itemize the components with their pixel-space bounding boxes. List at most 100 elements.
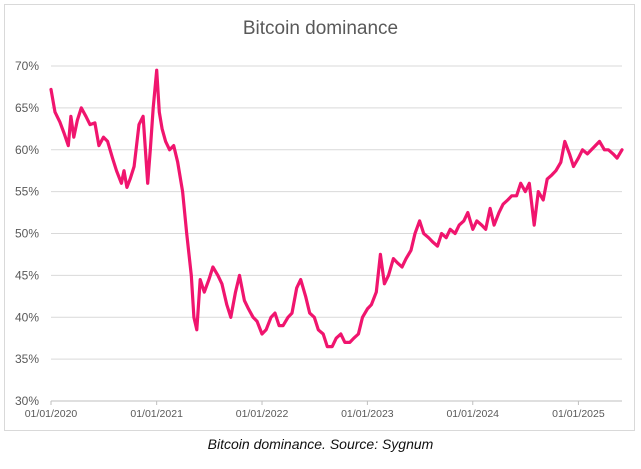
y-tick-label: 45% — [15, 268, 39, 282]
data-point — [431, 240, 434, 244]
data-point — [97, 144, 101, 147]
data-point — [229, 316, 232, 319]
data-point — [572, 165, 575, 168]
data-point — [176, 161, 179, 164]
data-point — [458, 223, 461, 227]
data-point — [299, 278, 302, 281]
data-point — [594, 144, 597, 147]
data-point — [146, 182, 149, 185]
data-point — [49, 88, 53, 91]
data-point — [141, 115, 145, 118]
y-tick-label: 55% — [15, 185, 39, 199]
data-point — [304, 295, 307, 298]
data-point — [277, 324, 281, 327]
data-point — [409, 249, 413, 252]
data-point — [58, 120, 62, 124]
data-point — [462, 219, 465, 223]
data-point — [413, 232, 417, 235]
series-layer — [49, 68, 624, 349]
x-tick-label: 01/01/2025 — [552, 408, 605, 420]
data-point — [155, 69, 158, 72]
data-point — [546, 177, 549, 181]
data-point — [207, 278, 211, 281]
data-point — [568, 152, 571, 156]
data-point — [326, 345, 329, 348]
data-point — [352, 337, 355, 340]
data-point — [519, 182, 522, 185]
data-point — [203, 290, 206, 294]
data-point — [137, 123, 141, 126]
data-point — [375, 290, 378, 294]
data-point — [168, 148, 171, 151]
data-point — [335, 337, 338, 340]
data-point — [260, 332, 264, 336]
data-point — [422, 232, 425, 235]
data-point — [152, 106, 155, 110]
data-point — [577, 156, 580, 160]
y-tick-label: 60% — [15, 143, 39, 157]
chart-title: Bitcoin dominance — [242, 18, 399, 39]
data-point — [158, 110, 161, 114]
data-point — [69, 115, 73, 118]
data-point — [238, 274, 241, 277]
y-tick-label: 40% — [15, 310, 39, 324]
data-point — [497, 211, 501, 214]
data-point — [348, 341, 351, 344]
data-point — [607, 148, 610, 151]
data-point — [281, 324, 285, 327]
data-point — [160, 127, 164, 130]
data-point — [449, 228, 452, 231]
data-point — [542, 198, 545, 202]
data-point — [427, 236, 430, 239]
data-point — [102, 136, 105, 139]
data-point — [361, 316, 364, 319]
y-tick-label: 30% — [15, 394, 39, 408]
data-point — [366, 307, 369, 311]
data-point — [128, 177, 132, 181]
data-point — [480, 223, 483, 227]
data-point — [501, 203, 505, 206]
data-point — [67, 144, 70, 147]
data-point — [88, 123, 92, 126]
data-point — [537, 190, 540, 193]
data-point — [515, 194, 518, 197]
y-tick-label: 70% — [15, 59, 39, 73]
data-point — [149, 148, 152, 151]
data-point — [357, 332, 360, 336]
data-point — [615, 156, 619, 160]
data-point — [533, 223, 536, 227]
data-point — [492, 223, 496, 227]
y-axis-ticks: 30% 35% 40% 45% 50% 55% 60% 65% 70% — [15, 59, 39, 408]
data-point — [611, 152, 615, 156]
x-axis-ticks: 01/01/2020 01/01/2021 01/01/2022 01/01/2023… — [25, 401, 605, 420]
data-point — [339, 332, 342, 336]
data-point — [72, 136, 76, 139]
x-tick-label: 01/01/2024 — [446, 408, 499, 420]
data-point — [93, 121, 97, 125]
data-point — [598, 140, 601, 143]
data-point — [387, 274, 390, 277]
data-point — [255, 320, 259, 323]
data-point — [132, 165, 136, 168]
data-point — [466, 211, 469, 214]
data-point — [331, 345, 334, 348]
data-point — [125, 186, 129, 189]
data-point — [84, 115, 88, 118]
data-point — [216, 274, 220, 277]
data-point — [234, 290, 237, 294]
data-point — [211, 265, 215, 269]
data-point — [404, 257, 408, 260]
data-point — [313, 316, 316, 319]
x-tick-label: 01/01/2023 — [341, 408, 394, 420]
data-point — [471, 228, 474, 231]
data-point — [506, 198, 509, 202]
data-point — [528, 182, 531, 185]
data-point — [453, 232, 457, 235]
data-point — [247, 307, 250, 311]
data-point — [122, 169, 126, 172]
data-point — [185, 232, 188, 235]
data-point — [308, 311, 311, 315]
x-tick-label: 01/01/2021 — [130, 408, 183, 420]
data-point — [620, 148, 624, 151]
data-point — [220, 282, 224, 285]
